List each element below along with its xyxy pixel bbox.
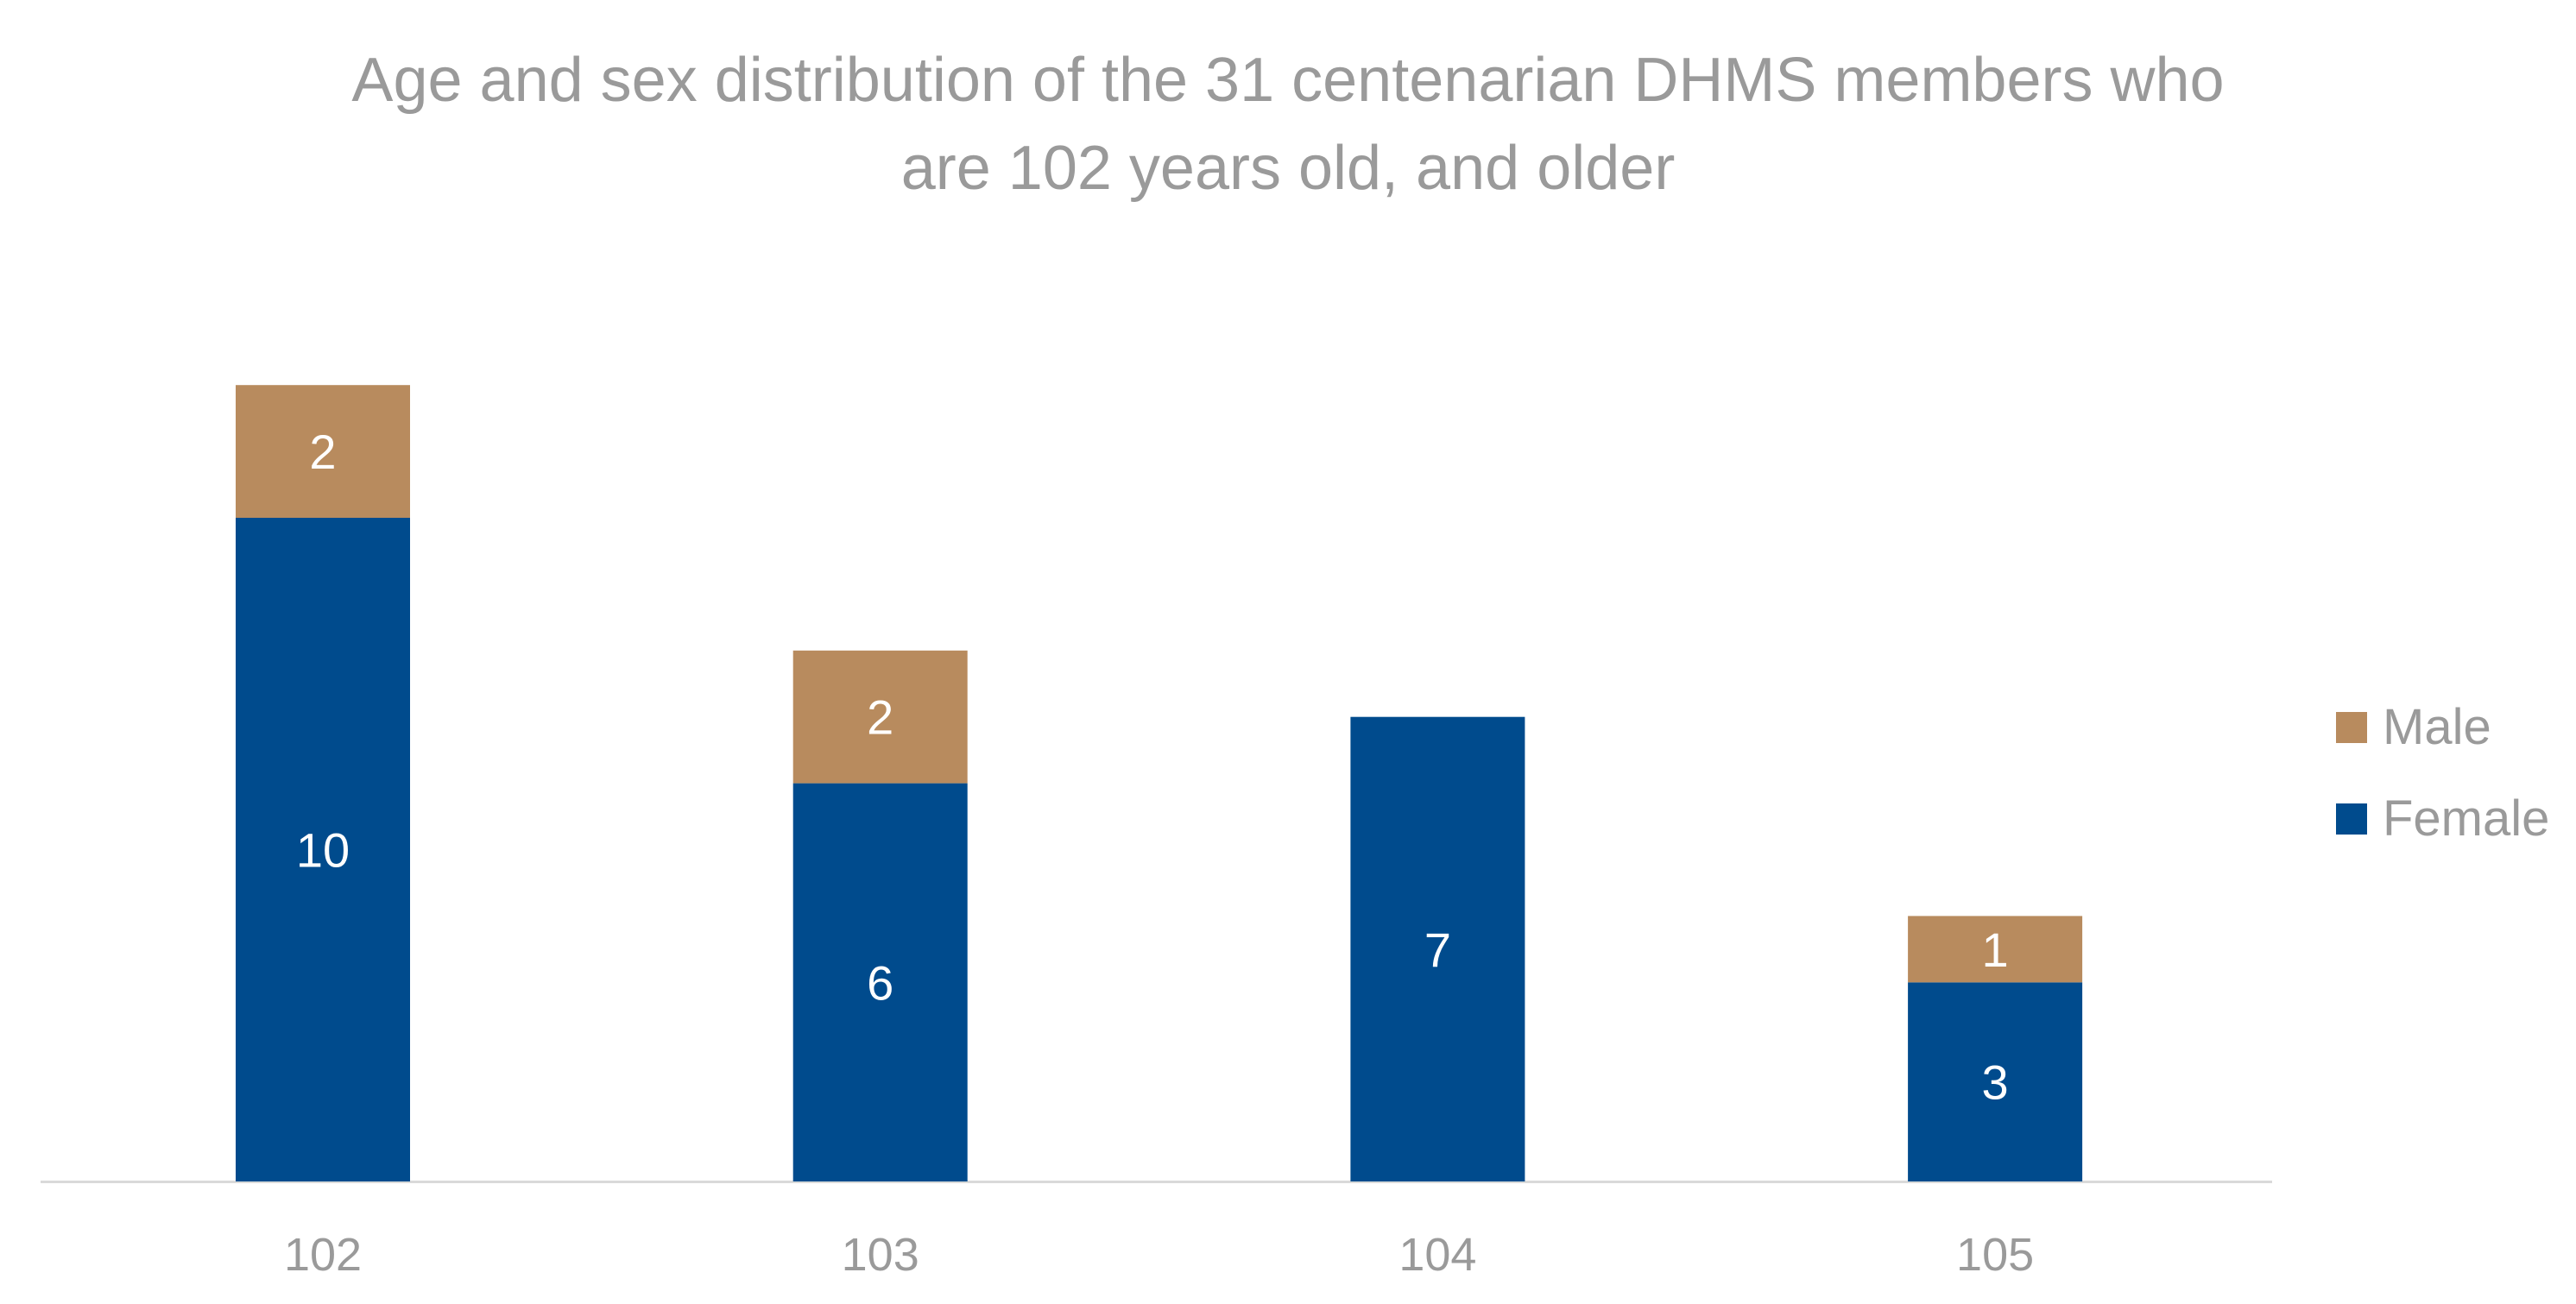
x-tick-label-103: 103 bbox=[842, 1229, 919, 1281]
legend-swatch-female bbox=[2336, 803, 2367, 835]
bar-male-102 bbox=[236, 385, 410, 518]
chart-title: Age and sex distribution of the 31 cente… bbox=[0, 36, 2576, 212]
data-label-female-103: 6 bbox=[867, 955, 893, 1010]
data-label-female-105: 3 bbox=[1982, 1055, 2009, 1110]
data-label-male-105: 1 bbox=[1982, 923, 2009, 977]
data-label-male-102: 2 bbox=[309, 425, 336, 479]
bar-female-103 bbox=[792, 783, 968, 1181]
chart-title-line-2: are 102 years old, and older bbox=[900, 134, 1676, 203]
legend-swatch-male bbox=[2336, 712, 2367, 743]
legend-label-male: Male bbox=[2383, 699, 2491, 755]
bar-female-104 bbox=[1350, 716, 1525, 1181]
bar-male-105 bbox=[1908, 916, 2083, 983]
bar-female-102 bbox=[236, 518, 410, 1181]
x-tick-label-105: 105 bbox=[1956, 1229, 2034, 1281]
data-label-male-103: 2 bbox=[867, 690, 893, 745]
x-tick-label-102: 102 bbox=[284, 1229, 362, 1281]
chart-title-line-1: Age and sex distribution of the 31 cente… bbox=[351, 46, 2225, 115]
data-label-female-104: 7 bbox=[1424, 923, 1451, 977]
legend-label-female: Female bbox=[2383, 791, 2550, 847]
legend: Male Female bbox=[2336, 682, 2549, 865]
bar-male-103 bbox=[792, 650, 968, 784]
legend-item-male: Male bbox=[2336, 682, 2549, 773]
x-tick-label-104: 104 bbox=[1398, 1229, 1476, 1281]
legend-item-female: Female bbox=[2336, 773, 2549, 865]
bar-female-105 bbox=[1908, 982, 2083, 1181]
data-label-female-102: 10 bbox=[296, 823, 350, 878]
